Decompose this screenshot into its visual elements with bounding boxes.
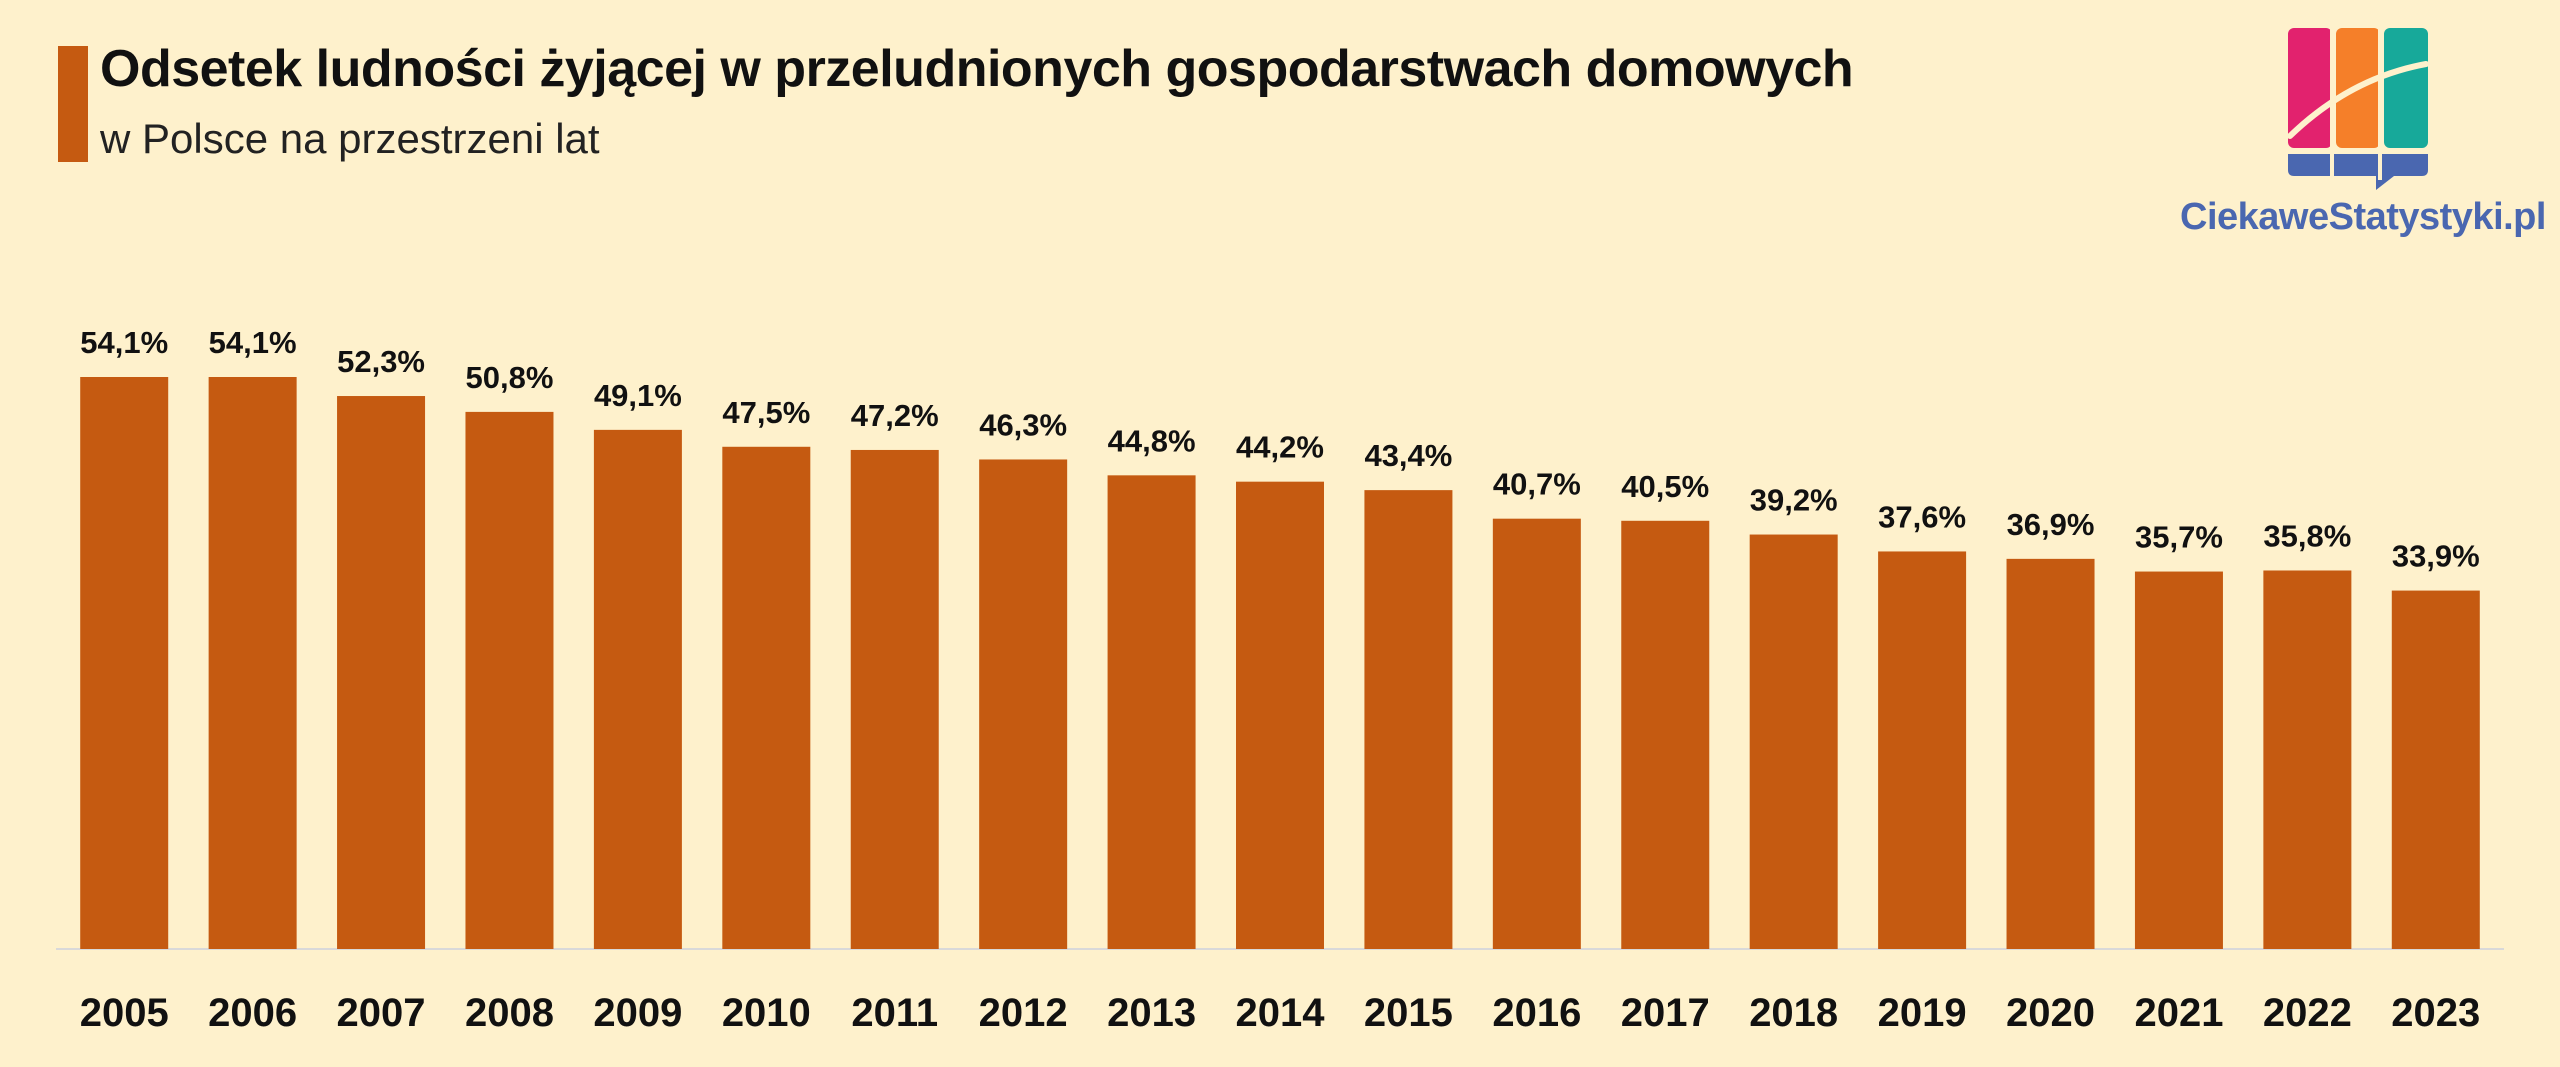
value-label-2015: 43,4% [1364, 438, 1452, 473]
x-tick-label-2012: 2012 [979, 991, 1068, 1035]
bar-2006 [208, 377, 297, 949]
x-tick-label-2010: 2010 [722, 991, 811, 1035]
bar-2015 [1364, 490, 1453, 949]
x-tick-label-2021: 2021 [2134, 991, 2223, 1035]
x-tick-label-2023: 2023 [2391, 991, 2480, 1035]
bar-2008 [465, 411, 554, 949]
x-tick-label-2017: 2017 [1621, 991, 1710, 1035]
x-tick-label-2011: 2011 [851, 991, 938, 1035]
x-tick-label-2013: 2013 [1107, 991, 1196, 1035]
value-label-2013: 44,8% [1108, 423, 1196, 458]
value-label-2017: 40,5% [1621, 469, 1709, 504]
x-tick-label-2014: 2014 [1236, 991, 1326, 1035]
bar-2007 [337, 396, 426, 949]
value-label-2008: 50,8% [466, 360, 554, 395]
x-tick-label-2005: 2005 [80, 991, 169, 1035]
x-tick-label-2008: 2008 [465, 991, 554, 1035]
chart-title: Odsetek ludności żyjącej w przeludnionyc… [100, 40, 1854, 98]
bar-2014 [1236, 481, 1324, 949]
bar-2021 [2134, 571, 2223, 949]
bar-2023 [2391, 590, 2480, 949]
x-tick-label-2015: 2015 [1364, 991, 1453, 1035]
value-label-2014: 44,2% [1236, 430, 1324, 465]
value-labels-group: 54,1% 54,1% 52,3% 50,8% 49,1% 47,5% 47,2% 46,3%… [80, 325, 2479, 574]
value-label-2022: 35,8% [2263, 518, 2351, 553]
bar-2016 [1492, 518, 1581, 949]
value-label-2007: 52,3% [337, 344, 425, 379]
x-tick-label-2009: 2009 [593, 991, 682, 1035]
value-label-2012: 46,3% [979, 407, 1067, 442]
bar-2022 [2263, 570, 2352, 949]
title-accent-bar [58, 46, 88, 162]
value-label-2018: 39,2% [1750, 483, 1838, 518]
value-label-2023: 33,9% [2392, 539, 2480, 574]
value-label-2011: 47,2% [851, 398, 939, 433]
bar-2013 [1107, 475, 1196, 949]
bars-group [80, 377, 2480, 949]
x-tick-label-2019: 2019 [1878, 991, 1967, 1035]
x-tick-label-2016: 2016 [1492, 991, 1581, 1035]
bar-2017 [1621, 520, 1710, 949]
x-tick-label-2022: 2022 [2263, 991, 2352, 1035]
bar-2012 [979, 459, 1068, 949]
value-label-2016: 40,7% [1493, 467, 1581, 502]
bar-2010 [722, 446, 811, 949]
x-tick-label-2006: 2006 [208, 991, 297, 1035]
brand-name: CiekaweStatystyki.pl [2180, 196, 2546, 238]
value-label-2021: 35,7% [2135, 520, 2223, 555]
x-tick-label-2018: 2018 [1749, 991, 1838, 1035]
value-label-2010: 47,5% [722, 395, 810, 430]
bar-2011 [850, 449, 939, 949]
x-tick-labels-group: 2005 2006 2007 2008 2009 2010 2011 2012 2013 2014… [80, 991, 2481, 1035]
bar-2005 [80, 377, 169, 949]
x-tick-label-2020: 2020 [2006, 991, 2095, 1035]
value-label-2020: 36,9% [2007, 507, 2095, 542]
bar-2009 [593, 429, 682, 949]
value-label-2009: 49,1% [594, 378, 682, 413]
x-tick-label-2007: 2007 [337, 991, 426, 1035]
brand-logo-icon [2287, 20, 2429, 190]
value-label-2019: 37,6% [1878, 499, 1966, 534]
value-label-2006: 54,1% [209, 325, 297, 360]
chart-subtitle: w Polsce na przestrzeni lat [100, 115, 600, 162]
bar-2019 [1878, 551, 1967, 949]
bar-2020 [2006, 558, 2095, 949]
value-label-2005: 54,1% [80, 325, 168, 360]
bar-2018 [1749, 534, 1838, 949]
